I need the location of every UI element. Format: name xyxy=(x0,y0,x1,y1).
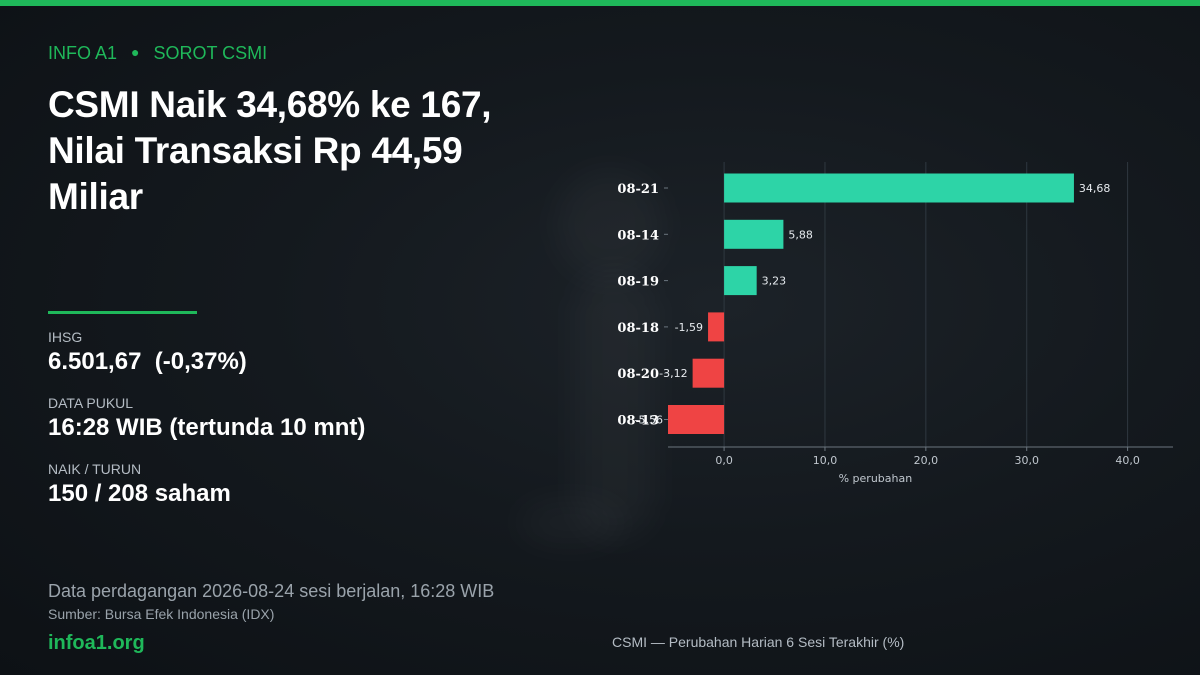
bar-08-18 xyxy=(708,312,725,342)
bar-08-14 xyxy=(724,219,784,249)
x-tick-label: 40,0 xyxy=(1115,454,1140,467)
bar-08-13 xyxy=(668,405,725,434)
bar-chart: 0,0 10,0 20,0 30,0 40,0 % perubahan 08-21 34,68… xyxy=(617,162,1173,485)
divider xyxy=(48,311,197,314)
data-label: -5,56 xyxy=(635,414,663,427)
source-note: Sumber: Bursa Efek Indonesia (IDX) xyxy=(48,606,275,622)
data-label: 3,23 xyxy=(762,275,787,288)
x-tick-label: 0,0 xyxy=(715,454,733,467)
kicker: INFO A1 ● SOROT CSMI xyxy=(48,43,267,64)
stat-value-time: 16:28 WIB (tertunda 10 mnt) xyxy=(48,414,366,441)
category-label: 08-13 xyxy=(617,414,659,429)
headline: CSMI Naik 34,68% ke 167, Nilai Transaksi… xyxy=(48,84,492,217)
data-timestamp-note: Data perdagangan 2026-08-24 sesi berjala… xyxy=(48,581,495,601)
data-label: 34,68 xyxy=(1079,182,1111,195)
category-label: 08-19 xyxy=(617,275,659,290)
top-accent-bar xyxy=(0,0,1200,6)
stat-label-ihsg: IHSG xyxy=(48,329,83,345)
category-label: 08-14 xyxy=(617,228,659,243)
stat-value-breadth: 150 / 208 saham xyxy=(48,480,231,507)
bar-08-19 xyxy=(724,266,757,296)
category-label: 08-18 xyxy=(617,321,659,336)
bullet-dot-icon: ● xyxy=(131,44,140,60)
stat-label-time: DATA PUKUL xyxy=(48,395,134,411)
data-label: -1,59 xyxy=(675,321,703,334)
x-tick-label: 20,0 xyxy=(914,454,939,467)
data-label: 5,88 xyxy=(788,228,813,241)
x-tick-label: 10,0 xyxy=(813,454,838,467)
background-figure-base xyxy=(515,500,625,545)
stat-value-ihsg: 6.501,67 (-0,37%) xyxy=(48,348,247,375)
data-label: -3,12 xyxy=(659,367,687,380)
x-axis-label: % perubahan xyxy=(839,472,913,485)
kicker-section: SOROT CSMI xyxy=(153,43,268,63)
category-label: 08-21 xyxy=(617,182,659,197)
bar-08-21 xyxy=(724,173,1074,203)
kicker-brand: INFO A1 xyxy=(48,43,118,63)
stat-label-breadth: NAIK / TURUN xyxy=(48,461,142,477)
site-link[interactable]: infoa1.org xyxy=(48,632,145,654)
bar-08-20 xyxy=(692,358,725,388)
chart-caption: CSMI — Perubahan Harian 6 Sesi Terakhir … xyxy=(612,634,905,650)
category-label: 08-20 xyxy=(617,367,659,382)
x-tick-label: 30,0 xyxy=(1014,454,1039,467)
